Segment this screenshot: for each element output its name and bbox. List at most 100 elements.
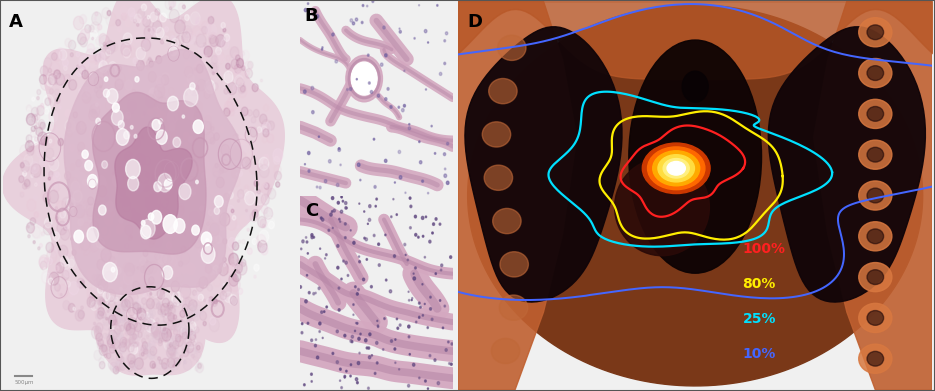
Circle shape: [197, 68, 206, 79]
Circle shape: [174, 293, 178, 298]
Circle shape: [231, 59, 238, 69]
Ellipse shape: [497, 35, 526, 61]
Circle shape: [223, 315, 226, 319]
Circle shape: [44, 108, 49, 114]
Circle shape: [212, 208, 223, 221]
Circle shape: [154, 103, 157, 106]
Circle shape: [149, 323, 151, 326]
Circle shape: [250, 145, 257, 155]
Circle shape: [99, 181, 105, 188]
Circle shape: [163, 327, 167, 334]
Circle shape: [160, 208, 170, 222]
Circle shape: [89, 99, 97, 110]
Circle shape: [425, 216, 426, 218]
Circle shape: [116, 73, 124, 84]
Circle shape: [65, 74, 70, 83]
Circle shape: [91, 132, 96, 140]
Circle shape: [187, 190, 192, 196]
Circle shape: [102, 348, 105, 352]
Circle shape: [444, 62, 446, 65]
Circle shape: [211, 63, 219, 73]
Circle shape: [82, 201, 85, 205]
Circle shape: [84, 248, 94, 262]
Polygon shape: [93, 92, 206, 254]
Circle shape: [35, 137, 38, 141]
Circle shape: [119, 346, 124, 354]
Circle shape: [175, 100, 183, 111]
Circle shape: [156, 130, 167, 144]
Circle shape: [139, 317, 141, 320]
Circle shape: [194, 120, 203, 133]
Circle shape: [28, 141, 32, 147]
Circle shape: [108, 338, 115, 348]
Circle shape: [130, 126, 133, 129]
Circle shape: [84, 76, 88, 82]
Circle shape: [384, 98, 387, 100]
Circle shape: [241, 50, 250, 61]
Circle shape: [212, 83, 218, 90]
Ellipse shape: [858, 140, 892, 169]
Circle shape: [197, 190, 206, 202]
Circle shape: [101, 157, 105, 163]
Circle shape: [147, 334, 152, 341]
Circle shape: [399, 28, 400, 29]
Circle shape: [221, 39, 229, 50]
Circle shape: [328, 229, 330, 231]
Circle shape: [105, 271, 113, 282]
Circle shape: [172, 325, 176, 331]
Circle shape: [122, 13, 127, 20]
Circle shape: [163, 335, 169, 342]
Circle shape: [164, 338, 173, 350]
Circle shape: [207, 222, 209, 226]
Circle shape: [223, 71, 233, 83]
Circle shape: [378, 326, 379, 328]
Circle shape: [151, 326, 154, 331]
Circle shape: [111, 278, 121, 290]
Circle shape: [146, 319, 156, 332]
Circle shape: [410, 205, 412, 208]
Circle shape: [143, 112, 146, 115]
Circle shape: [414, 267, 416, 269]
Ellipse shape: [858, 303, 892, 332]
Circle shape: [76, 160, 81, 167]
Circle shape: [189, 92, 192, 96]
Circle shape: [53, 50, 62, 61]
Circle shape: [140, 61, 149, 73]
Circle shape: [326, 306, 327, 308]
Circle shape: [50, 62, 60, 75]
Circle shape: [257, 190, 261, 194]
Circle shape: [158, 340, 163, 346]
Circle shape: [155, 171, 165, 184]
Circle shape: [422, 180, 424, 182]
Circle shape: [104, 354, 107, 358]
Circle shape: [148, 262, 157, 274]
Circle shape: [86, 86, 94, 96]
Circle shape: [116, 265, 118, 268]
Circle shape: [261, 126, 266, 133]
Circle shape: [98, 280, 101, 284]
Circle shape: [179, 203, 184, 211]
Circle shape: [195, 305, 203, 316]
Circle shape: [167, 308, 171, 313]
Circle shape: [237, 162, 243, 169]
Circle shape: [93, 133, 101, 145]
Polygon shape: [468, 5, 923, 386]
Circle shape: [397, 327, 398, 329]
Circle shape: [68, 228, 70, 231]
Ellipse shape: [867, 310, 884, 325]
Circle shape: [70, 203, 73, 207]
Circle shape: [132, 89, 136, 94]
Circle shape: [241, 66, 245, 70]
Circle shape: [158, 329, 166, 340]
Circle shape: [435, 218, 437, 220]
Circle shape: [229, 109, 235, 116]
Circle shape: [172, 319, 180, 328]
Circle shape: [214, 207, 220, 214]
Circle shape: [134, 271, 142, 282]
Circle shape: [266, 217, 275, 228]
Circle shape: [207, 234, 211, 240]
Circle shape: [81, 153, 86, 159]
Ellipse shape: [499, 295, 527, 320]
Circle shape: [253, 275, 256, 278]
Circle shape: [165, 196, 168, 200]
